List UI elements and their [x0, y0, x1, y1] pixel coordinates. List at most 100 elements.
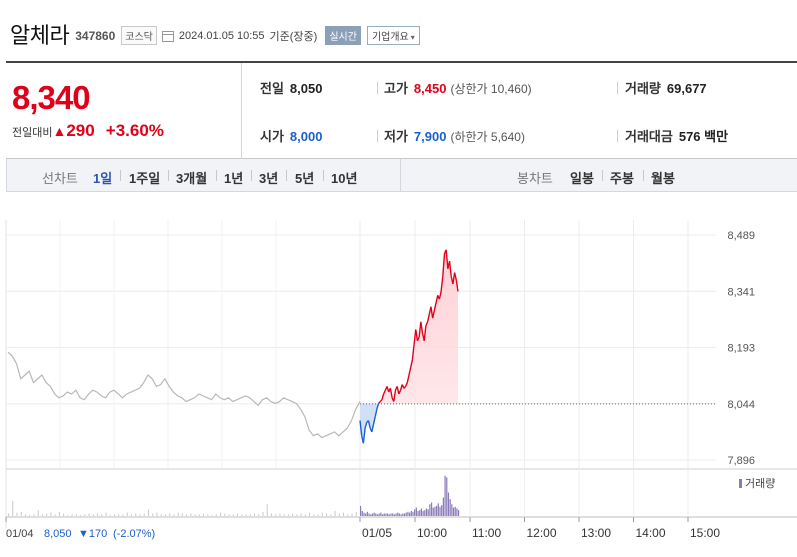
prev-close-cell: 전일 8,050	[260, 78, 322, 97]
volume-bar-today	[425, 508, 428, 516]
volume-bar-prev-day	[67, 515, 69, 516]
volume-bar-today	[400, 514, 402, 516]
company-overview-dropdown[interactable]: 기업개요 ▾	[366, 26, 420, 45]
high-value: 8,450	[413, 81, 447, 96]
open-cell: 시가 8,000	[260, 126, 322, 145]
volume-bar-prev-day	[313, 514, 315, 516]
volume-bar-prev-day	[262, 511, 264, 516]
series-segment-today	[425, 321, 429, 326]
divider	[120, 170, 121, 181]
change-label: 전일대비	[12, 127, 53, 139]
volume-bar-prev-day	[135, 513, 137, 516]
tab-period-10y[interactable]: 10년	[331, 171, 358, 186]
volume-bar-prev-day	[220, 512, 222, 516]
series-segment-today	[448, 261, 452, 277]
volume-bar-prev-day	[101, 514, 103, 516]
volume-bar-prev-day	[147, 509, 149, 516]
volume-bar-today	[395, 513, 397, 516]
volume-bar-prev-day	[63, 513, 65, 516]
volume-bar-today	[398, 513, 401, 516]
amount-cell: 거래대금 576 백만	[625, 126, 728, 145]
realtime-button[interactable]: 실시간	[325, 26, 361, 45]
series-segment-today	[431, 310, 436, 319]
series-segment-today	[415, 329, 419, 341]
open-value: 8,000	[289, 129, 323, 144]
x-tick-label: 01/04	[6, 528, 34, 540]
volume-bar-today	[360, 505, 362, 516]
tab-candle-monthly[interactable]: 월봉	[651, 171, 675, 186]
volume-bar-prev-day	[173, 514, 175, 516]
tab-period-1y[interactable]: 1년	[224, 171, 244, 186]
volume-bar-today	[403, 513, 406, 516]
volume-bar-today	[427, 509, 429, 516]
volume-bar-today	[432, 507, 434, 516]
volume-bar-prev-day	[97, 513, 99, 516]
divider	[602, 170, 603, 181]
tab-candle-weekly[interactable]: 주봉	[610, 171, 634, 186]
volume-bar-prev-day	[177, 512, 179, 516]
current-price-panel: 8,340 전일대비▲290 +3.60%	[6, 63, 242, 159]
volume-bar-prev-day	[118, 514, 120, 516]
volume-bar-today	[442, 497, 444, 516]
volume-bar-prev-day	[241, 514, 243, 516]
chart-canvas[interactable]: 8,489 8,341 8,193 8,044 7,896 01/04 01/05 10:00…	[0, 192, 797, 557]
volume-bar-prev-day	[54, 514, 56, 516]
volume-bar-prev-day	[33, 514, 35, 516]
volume-bar-prev-day	[58, 511, 60, 516]
volume-bar-prev-day	[186, 514, 188, 516]
tab-period-1w[interactable]: 1주일	[129, 171, 161, 186]
down-area-fill	[360, 403, 458, 444]
series-segment-today	[416, 336, 420, 342]
high-cell: 고가 8,450 (상한가 10,460)	[384, 78, 532, 97]
tab-period-3y[interactable]: 3년	[259, 171, 279, 186]
tab-period-5y[interactable]: 5년	[295, 171, 315, 186]
volume-bar-today	[429, 504, 431, 516]
volume-bar-today	[444, 475, 446, 516]
volume-bar-prev-day	[253, 513, 255, 516]
volume-bar-today	[447, 492, 450, 516]
series-segment-today	[378, 401, 381, 404]
divider	[251, 170, 252, 181]
volume-bar-today	[405, 512, 407, 516]
series-segment-today	[440, 276, 444, 292]
volume-value: 69,677	[666, 81, 707, 96]
volume-bar-prev-day	[279, 513, 281, 516]
tab-period-3m[interactable]: 3개월	[176, 171, 208, 186]
volume-bar-prev-day	[190, 513, 192, 516]
series-segment-today	[396, 386, 400, 395]
series-segment-today	[383, 389, 386, 395]
volume-bar-today	[381, 514, 384, 516]
volume-bar-prev-day	[296, 514, 298, 516]
series-segment-today	[423, 325, 427, 341]
volume-bar-prev-day	[20, 511, 22, 516]
volume-bar-prev-day	[80, 515, 82, 516]
series-segment-today	[362, 428, 366, 444]
x-tick-label: 01/05	[362, 526, 392, 540]
volume-bar-today	[439, 506, 441, 516]
volume-bar-today	[414, 509, 416, 516]
volume-bar-prev-day	[326, 513, 328, 516]
x-tick-label: 15:00	[690, 526, 720, 540]
volume-bar-today	[387, 513, 389, 516]
volume-bar-today	[363, 512, 365, 516]
volume-bar-today	[452, 507, 455, 516]
volume-bar-prev-day	[109, 515, 111, 516]
price-chart[interactable]: 8,489 8,341 8,193 8,044 7,896 01/04 01/05 10:00…	[0, 192, 797, 557]
divider	[168, 170, 169, 181]
volume-bar-today	[365, 513, 367, 516]
volume-legend-label: 거래량	[745, 477, 775, 490]
volume-bar-prev-day	[24, 514, 26, 516]
series-segment-today	[381, 393, 385, 400]
low-label: 저가	[384, 129, 408, 144]
tab-candle-daily[interactable]: 일봉	[570, 171, 594, 186]
volume-bar-prev-day	[181, 513, 183, 516]
volume-bar-prev-day	[164, 514, 166, 516]
volume-bar-prev-day	[41, 514, 43, 516]
divider	[617, 82, 618, 94]
series-segment-today	[367, 420, 371, 429]
series-segment-today	[389, 388, 393, 398]
prev-change-pct-footer: (-2.07%)	[113, 528, 155, 540]
volume-bar-prev-day	[211, 515, 213, 516]
volume-bar-prev-day	[224, 513, 226, 516]
tab-period-1d[interactable]: 1일	[93, 171, 113, 186]
